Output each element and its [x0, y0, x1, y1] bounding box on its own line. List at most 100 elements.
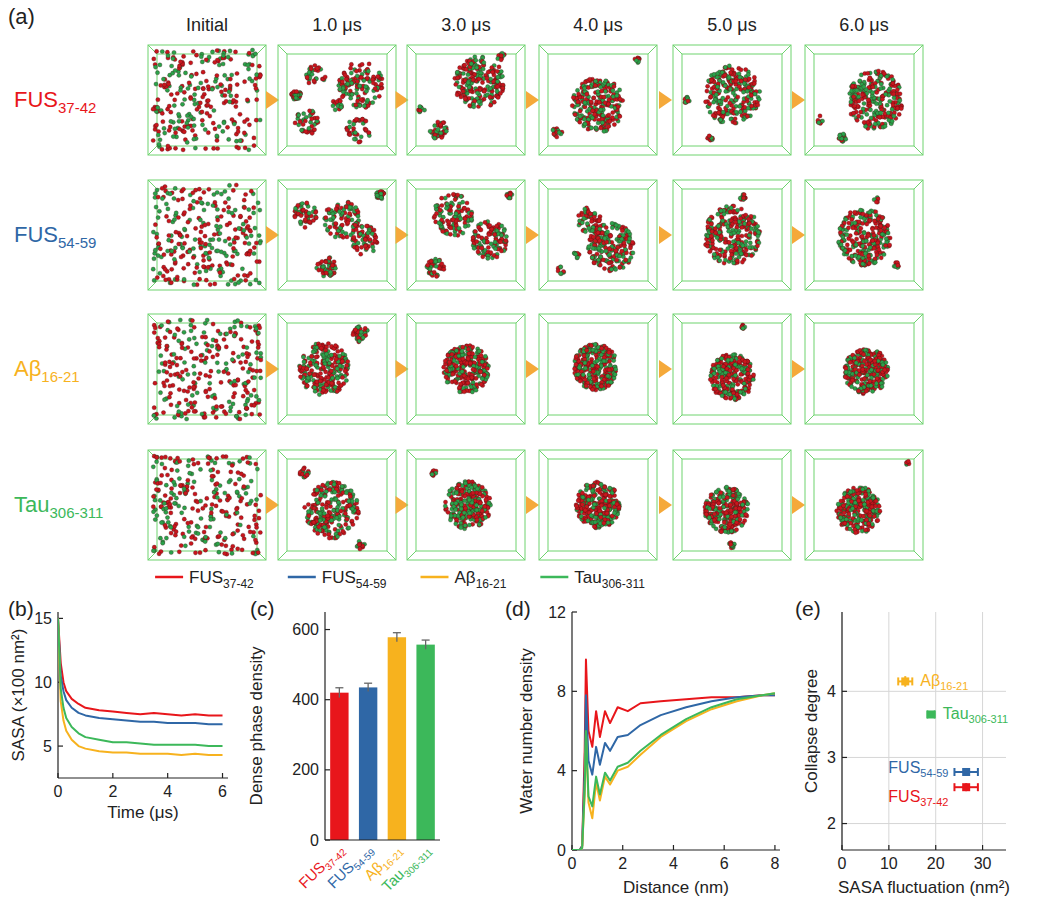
molecule-bead	[227, 197, 231, 201]
molecule-bead	[307, 81, 311, 85]
molecule-bead	[310, 117, 314, 121]
molecule-bead	[215, 74, 219, 78]
molecule-bead	[366, 69, 370, 73]
molecule-bead	[727, 75, 731, 79]
molecule-bead	[371, 81, 375, 85]
molecule-bead	[611, 111, 615, 115]
molecule-bead	[371, 101, 375, 105]
molecule-bead	[497, 65, 501, 69]
molecule-bead	[153, 192, 157, 196]
molecule-bead	[379, 82, 383, 86]
molecule-bead	[189, 97, 193, 101]
molecule-bead	[882, 71, 886, 75]
molecule-bead	[191, 246, 195, 250]
molecule-bead	[589, 100, 593, 104]
molecule-bead	[884, 92, 888, 96]
molecule-bead	[203, 128, 207, 132]
molecule-bead	[162, 126, 166, 130]
molecule-bead	[202, 258, 206, 262]
molecule-bead	[331, 104, 335, 108]
molecule-bead	[461, 71, 465, 75]
molecule-bead	[247, 123, 251, 127]
molecule-bead	[570, 104, 574, 108]
molecule-bead	[439, 131, 443, 135]
molecule-bead	[612, 84, 616, 88]
molecule-bead	[173, 127, 177, 131]
molecule-bead	[489, 77, 493, 81]
molecule-bead	[599, 126, 603, 130]
molecule-bead	[709, 95, 713, 99]
molecule-bead	[495, 80, 499, 84]
molecule-bead	[496, 75, 500, 79]
molecule-bead	[170, 249, 174, 253]
molecule-bead	[297, 113, 301, 117]
molecule-bead	[585, 92, 589, 96]
figure: (a)Initial1.0 μs3.0 μs4.0 μs5.0 μs6.0 μs…	[0, 0, 1049, 907]
molecule-bead	[167, 104, 171, 108]
molecule-bead	[599, 85, 603, 89]
molecule-bead	[578, 109, 582, 113]
molecule-bead	[200, 110, 204, 114]
molecule-bead	[458, 66, 462, 70]
molecule-bead	[181, 148, 185, 152]
molecule-bead	[308, 109, 312, 113]
molecule-bead	[227, 183, 231, 187]
molecule-bead	[576, 100, 580, 104]
molecule-bead	[160, 197, 164, 201]
molecule-bead	[302, 112, 306, 116]
molecule-bead	[199, 55, 203, 59]
molecule-bead	[359, 135, 363, 139]
molecule-bead	[182, 130, 186, 134]
molecule-bead	[482, 89, 486, 93]
molecule-bead	[871, 85, 875, 89]
molecule-bead	[162, 253, 166, 257]
molecule-bead	[869, 116, 873, 120]
molecule-bead	[364, 85, 368, 89]
box-edge	[407, 146, 416, 155]
box-edge	[805, 146, 814, 155]
molecule-bead	[211, 238, 215, 242]
molecule-bead	[469, 62, 473, 66]
molecule-bead	[221, 62, 225, 66]
molecule-bead	[373, 96, 377, 100]
molecule-bead	[245, 236, 249, 240]
molecule-bead	[749, 93, 753, 97]
molecule-bead	[500, 74, 504, 78]
molecule-bead	[169, 281, 173, 285]
molecule-bead	[888, 99, 892, 103]
molecule-bead	[303, 119, 307, 123]
molecule-bead	[204, 278, 208, 282]
molecule-bead	[489, 103, 493, 107]
molecule-bead	[258, 74, 262, 78]
molecule-bead	[897, 112, 901, 116]
molecule-bead	[244, 192, 248, 196]
molecule-bead	[178, 60, 182, 64]
molecule-bead	[354, 117, 358, 121]
molecule-bead	[729, 71, 733, 75]
molecule-bead	[298, 120, 302, 124]
molecule-bead	[499, 54, 503, 58]
molecule-bead	[444, 129, 448, 133]
molecule-bead	[857, 99, 861, 103]
molecule-bead	[734, 110, 738, 114]
molecule-bead	[477, 100, 481, 104]
box-edge	[539, 146, 548, 155]
molecule-bead	[728, 87, 732, 91]
molecule-bead	[706, 84, 710, 88]
molecule-bead	[618, 88, 622, 92]
molecule-bead	[191, 255, 195, 259]
column-header: 1.0 μs	[312, 15, 361, 35]
molecule-bead	[237, 226, 241, 230]
molecule-bead	[174, 131, 178, 135]
molecule-bead	[194, 72, 198, 76]
molecule-bead	[350, 92, 354, 96]
molecule-bead	[721, 96, 725, 100]
molecule-bead	[223, 88, 227, 92]
molecule-bead	[243, 80, 247, 84]
molecule-bead	[433, 124, 437, 128]
molecule-bead	[242, 120, 246, 124]
molecule-bead	[185, 234, 189, 238]
molecule-bead	[852, 95, 856, 99]
molecule-bead	[242, 228, 246, 232]
molecule-bead	[217, 238, 221, 242]
